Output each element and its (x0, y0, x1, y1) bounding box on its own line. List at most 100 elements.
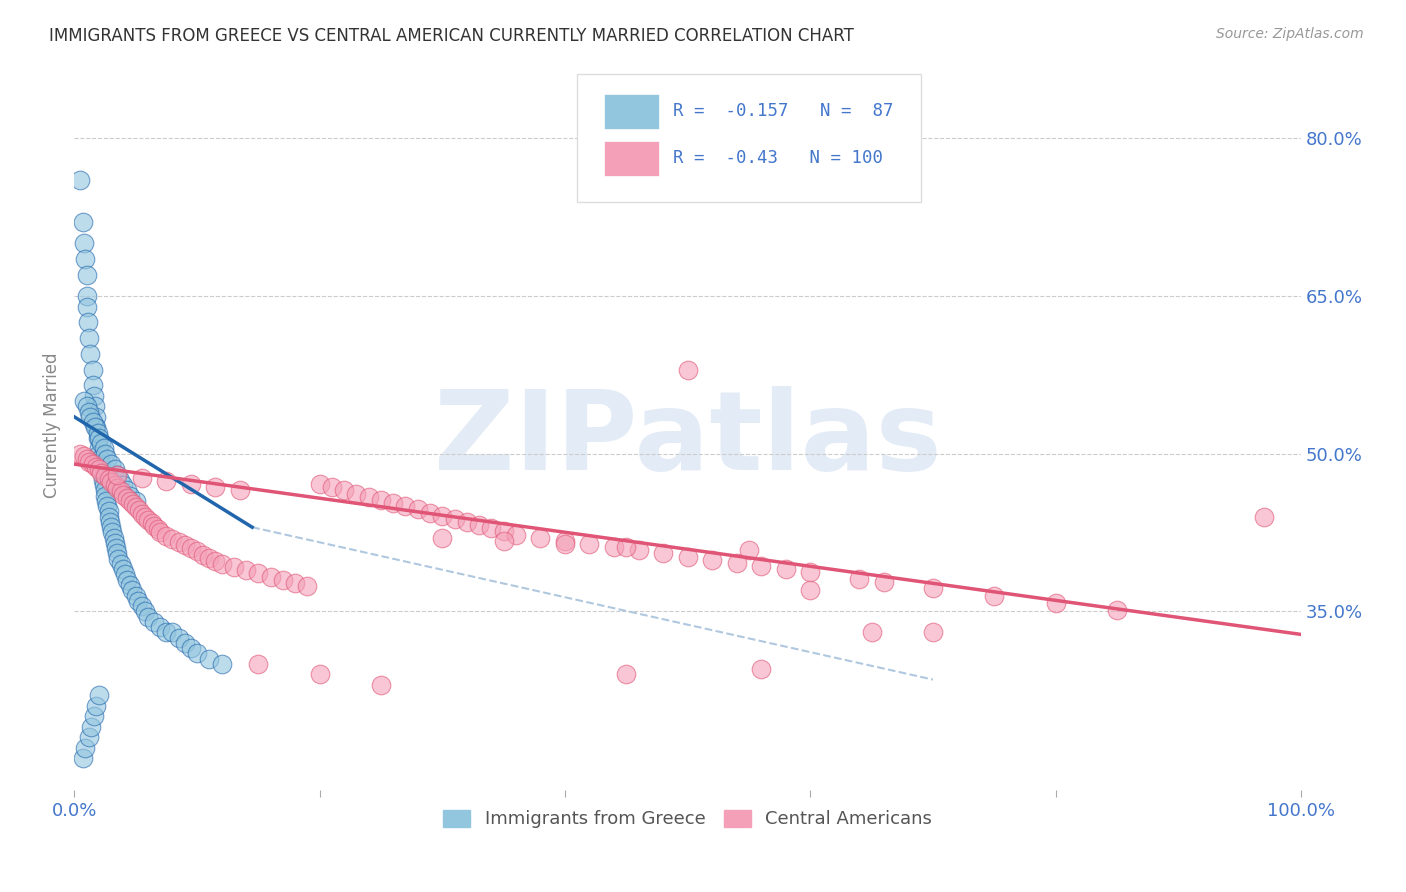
Point (76, 268, 98, 282)
Point (127, 594, 149, 608)
Point (149, 525, 172, 540)
Point (432, 508, 454, 523)
Point (155, 474, 177, 488)
Point (110, 484, 132, 499)
Point (554, 533, 576, 548)
Text: R =  -0.157   N =  87: R = -0.157 N = 87 (673, 102, 893, 120)
Point (308, 477, 330, 491)
Point (136, 513, 159, 527)
Point (98, 515, 121, 529)
Point (80, 720, 103, 734)
Point (614, 540, 637, 554)
Point (799, 583, 821, 598)
Point (406, 502, 429, 516)
Point (799, 566, 821, 580)
Point (87, 447, 110, 461)
Point (211, 657, 233, 671)
Point (94, 483, 117, 498)
Point (191, 548, 214, 562)
Point (84, 420, 107, 434)
Point (91, 467, 114, 482)
Point (554, 537, 576, 551)
Point (131, 471, 153, 485)
Point (79, 347, 101, 361)
Point (505, 527, 527, 541)
Point (1105, 603, 1128, 617)
Point (229, 483, 252, 498)
Point (492, 533, 515, 548)
Point (77, 455, 100, 469)
Point (321, 480, 343, 494)
Point (86, 460, 108, 475)
Text: R =  -0.43   N = 100: R = -0.43 N = 100 (673, 149, 883, 167)
Point (86, 409, 108, 424)
Point (271, 573, 294, 587)
Point (186, 544, 208, 558)
Legend: Immigrants from Greece, Central Americans: Immigrants from Greece, Central American… (436, 803, 939, 836)
Point (104, 462, 127, 476)
Point (108, 473, 131, 487)
Point (603, 540, 626, 554)
FancyBboxPatch shape (578, 74, 921, 202)
Point (308, 667, 330, 681)
Point (97, 472, 120, 486)
Point (443, 512, 465, 526)
Point (419, 506, 441, 520)
Point (652, 546, 675, 560)
Point (198, 651, 221, 665)
Point (96, 451, 118, 466)
Point (860, 625, 883, 640)
Point (69, 447, 91, 461)
Point (204, 480, 226, 494)
Point (115, 483, 138, 498)
Point (97, 504, 120, 518)
Point (143, 615, 166, 629)
Point (297, 579, 319, 593)
Point (76, 300, 98, 314)
Point (82, 415, 104, 429)
Point (370, 678, 392, 692)
Point (73, 394, 96, 409)
Point (86, 420, 108, 434)
Point (93, 478, 115, 492)
Point (468, 518, 491, 533)
Point (75, 252, 97, 267)
Point (77, 731, 100, 745)
Point (87, 462, 110, 476)
Point (90, 462, 112, 476)
Point (143, 519, 166, 533)
Point (105, 467, 128, 482)
Point (115, 573, 138, 587)
Point (479, 521, 502, 535)
Point (105, 546, 128, 560)
Point (128, 503, 150, 517)
Point (198, 550, 221, 565)
Point (100, 457, 122, 471)
Point (118, 578, 141, 592)
FancyBboxPatch shape (605, 94, 659, 129)
Point (87, 689, 110, 703)
Point (186, 646, 208, 660)
Point (136, 609, 159, 624)
Point (90, 457, 112, 471)
Point (134, 604, 156, 618)
Point (104, 478, 127, 492)
Point (93, 442, 115, 456)
Point (848, 572, 870, 586)
Point (73, 449, 96, 463)
Point (77, 331, 100, 345)
Point (676, 549, 699, 564)
Point (82, 378, 104, 392)
Point (124, 500, 146, 515)
Point (1253, 509, 1275, 524)
Point (131, 507, 153, 521)
Point (141, 516, 163, 530)
Point (105, 467, 128, 482)
Point (775, 562, 797, 576)
Point (76, 400, 98, 414)
Point (131, 599, 153, 613)
Point (122, 497, 145, 511)
Point (346, 486, 368, 500)
Point (922, 581, 945, 595)
Point (91, 473, 114, 487)
